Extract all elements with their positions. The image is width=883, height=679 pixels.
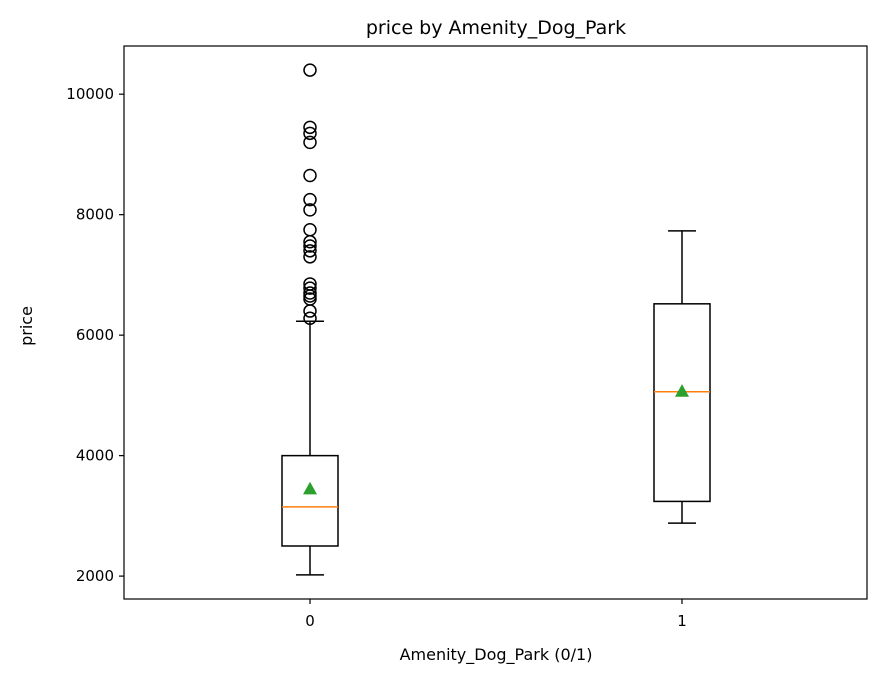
outlier-point — [303, 222, 317, 237]
outlier-point — [303, 126, 317, 141]
outlier-point — [303, 120, 317, 135]
outlier-point — [303, 250, 317, 264]
chart-title: price by Amenity_Dog_Park — [366, 17, 626, 39]
y-tick-label: 10000 — [66, 85, 114, 103]
outlier-point — [303, 304, 317, 318]
mean-marker — [303, 481, 317, 495]
x-axis-label: Amenity_Dog_Park (0/1) — [400, 645, 593, 665]
mean-marker — [675, 384, 689, 397]
outlier-point — [303, 281, 317, 295]
outlier-point — [303, 277, 317, 291]
y-tick-label: 2000 — [76, 567, 114, 585]
y-axis-label: price — [17, 306, 36, 346]
outlier-point — [303, 192, 317, 207]
box-group-0 — [281, 63, 339, 576]
y-tick-label: 4000 — [76, 447, 114, 465]
x-tick-label: 1 — [677, 612, 687, 630]
plot-frame — [123, 45, 868, 600]
y-tick-label: 6000 — [76, 326, 114, 344]
box-group-1 — [653, 230, 711, 524]
axes: 2000 4000 6000 8000 10000 0 1 — [66, 45, 868, 630]
outlier-point — [303, 63, 317, 77]
outlier-point — [303, 311, 317, 326]
outlier-point — [303, 286, 317, 300]
x-tick-label: 0 — [305, 612, 315, 630]
outlier-point — [303, 239, 317, 253]
outlier-point — [303, 203, 317, 217]
outlier-point — [303, 135, 317, 150]
plot-area — [281, 63, 711, 576]
box-iqr — [281, 454, 339, 547]
outlier-point — [303, 168, 317, 183]
box-iqr — [653, 303, 711, 503]
outlier-point — [303, 244, 317, 258]
y-tick-label: 8000 — [76, 206, 114, 224]
